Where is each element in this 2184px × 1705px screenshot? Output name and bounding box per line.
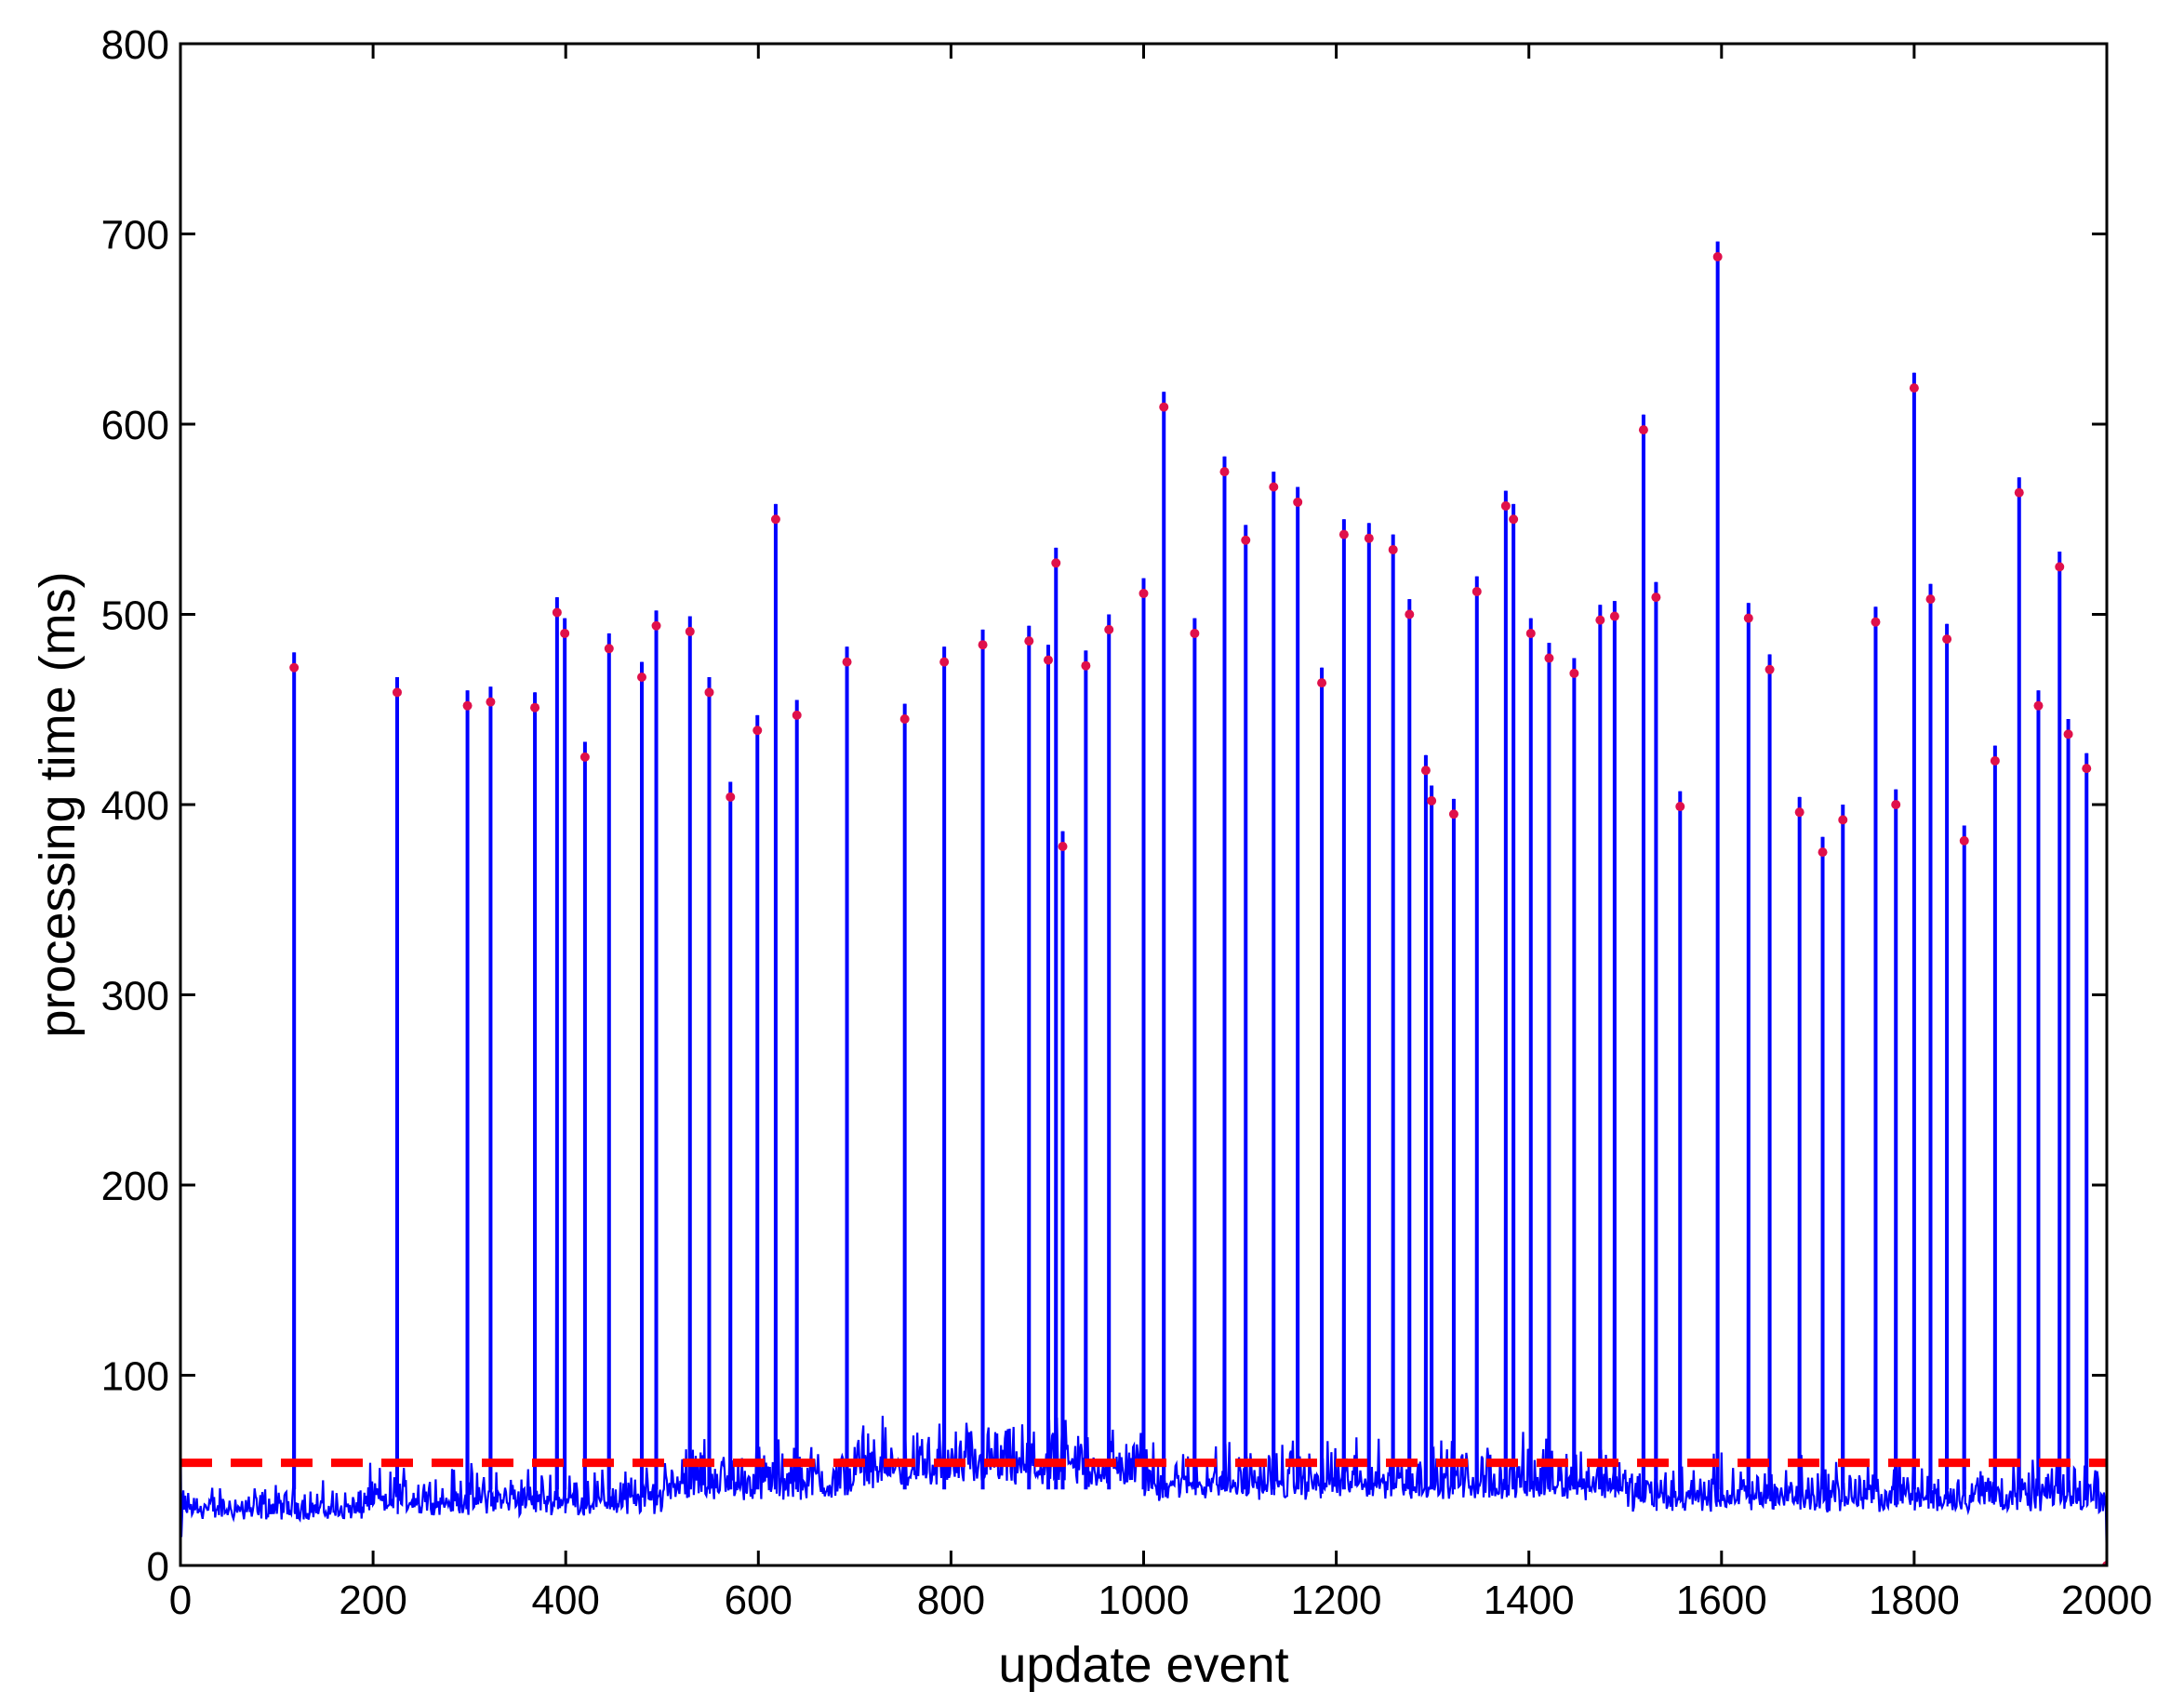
peak-marker: [651, 620, 661, 631]
peak-marker: [704, 687, 714, 698]
peak-marker: [1794, 807, 1804, 818]
peak-marker: [1058, 841, 1068, 851]
peak-marker: [1891, 800, 1901, 809]
peak-marker: [1364, 533, 1374, 543]
peak-marker: [1818, 847, 1828, 858]
y-tick-label: 700: [101, 213, 169, 259]
x-tick-label: 1400: [1484, 1578, 1575, 1623]
peak-marker: [1595, 615, 1605, 625]
peak-marker: [2082, 764, 2092, 774]
peak-marker: [1269, 482, 1279, 492]
peak-marker: [486, 697, 496, 707]
peak-marker: [1765, 664, 1775, 674]
peak-marker: [1159, 402, 1169, 412]
peak-marker: [579, 752, 590, 762]
peak-marker: [1712, 252, 1723, 262]
y-tick-label: 0: [147, 1544, 169, 1590]
y-tick-label: 800: [101, 22, 169, 68]
peak-marker: [604, 644, 614, 654]
peak-marker: [1569, 668, 1579, 678]
peak-marker: [978, 640, 988, 650]
peak-marker: [770, 514, 780, 525]
peak-marker: [1293, 497, 1303, 507]
y-tick-label: 600: [101, 403, 169, 448]
peak-marker: [1959, 835, 1969, 846]
x-tick-label: 1800: [1869, 1578, 1960, 1623]
x-tick-label: 0: [169, 1578, 192, 1623]
peak-marker: [1925, 594, 1936, 605]
axis-ticks: 0 200 400 600 800 1000 1200 1400 1600 1800 2000 0 10…: [101, 22, 2152, 1623]
peak-marker: [1509, 514, 1519, 525]
peak-marker: [1871, 617, 1881, 627]
peak-marker: [1043, 655, 1053, 665]
y-tick-label: 300: [101, 974, 169, 1019]
y-tick-label: 400: [101, 783, 169, 829]
x-tick-label: 600: [725, 1578, 792, 1623]
x-tick-label: 200: [339, 1578, 406, 1623]
peak-marker: [1405, 609, 1415, 619]
peak-marker: [392, 687, 402, 698]
peak-marker: [1024, 636, 1034, 646]
peak-marker: [1317, 678, 1327, 688]
peak-marker: [792, 710, 802, 720]
peak-marker: [530, 702, 540, 713]
peak-marker: [1525, 628, 1536, 638]
peak-marker: [899, 713, 910, 724]
peak-marker: [1544, 653, 1554, 663]
peak-marker: [1388, 544, 1398, 554]
peak-marker: [1139, 589, 1149, 599]
peak-marker: [1990, 755, 2000, 766]
peak-marker: [560, 628, 570, 638]
peak-marker: [1448, 809, 1458, 819]
peak-marker: [637, 672, 647, 682]
x-tick-label: 1600: [1676, 1578, 1767, 1623]
peak-marker: [1427, 795, 1437, 806]
peak-marker: [552, 607, 562, 618]
x-tick-label: 1200: [1291, 1578, 1382, 1623]
peak-marker: [1942, 634, 1952, 645]
peak-marker: [462, 700, 473, 711]
processing-time-line: [180, 241, 2107, 1565]
y-tick-label: 500: [101, 593, 169, 639]
x-axis-label: update event: [998, 1637, 1288, 1693]
peak-marker: [289, 662, 300, 673]
peak-marker: [726, 792, 736, 802]
x-tick-label: 400: [531, 1578, 599, 1623]
x-tick-label: 1000: [1099, 1578, 1190, 1623]
peak-marker: [1838, 815, 1848, 825]
peak-marker: [752, 726, 763, 736]
x-tick-label: 2000: [2061, 1578, 2152, 1623]
peak-marker: [2055, 562, 2065, 572]
y-axis-label: processing time (ms): [30, 571, 86, 1037]
peak-marker: [2063, 729, 2073, 739]
peak-marker: [1104, 624, 1114, 634]
data-marks: [180, 241, 2107, 1565]
peak-marker: [1472, 586, 1482, 596]
peak-marker: [1675, 802, 1685, 812]
peak-marker: [685, 626, 695, 636]
peak-marker: [1051, 558, 1061, 568]
peak-marker: [1743, 613, 1753, 623]
peak-marker: [1909, 383, 1919, 393]
peak-marker: [1500, 500, 1511, 511]
peak-marker: [939, 657, 950, 667]
peak-marker: [2033, 700, 2044, 711]
peak-marker: [1651, 593, 1661, 603]
peak-marker: [1609, 611, 1619, 621]
peak-marker: [1081, 660, 1091, 671]
peak-marker: [1420, 766, 1431, 776]
y-tick-label: 200: [101, 1164, 169, 1209]
peak-marker: [1190, 628, 1200, 638]
peak-marker: [1241, 535, 1251, 545]
peak-marker: [1219, 467, 1230, 477]
peak-marker: [1638, 425, 1648, 435]
peak-marker: [1338, 529, 1349, 539]
x-tick-label: 800: [917, 1578, 985, 1623]
peak-marker: [2014, 487, 2024, 498]
peak-marker: [842, 657, 852, 667]
y-tick-label: 100: [101, 1354, 169, 1400]
